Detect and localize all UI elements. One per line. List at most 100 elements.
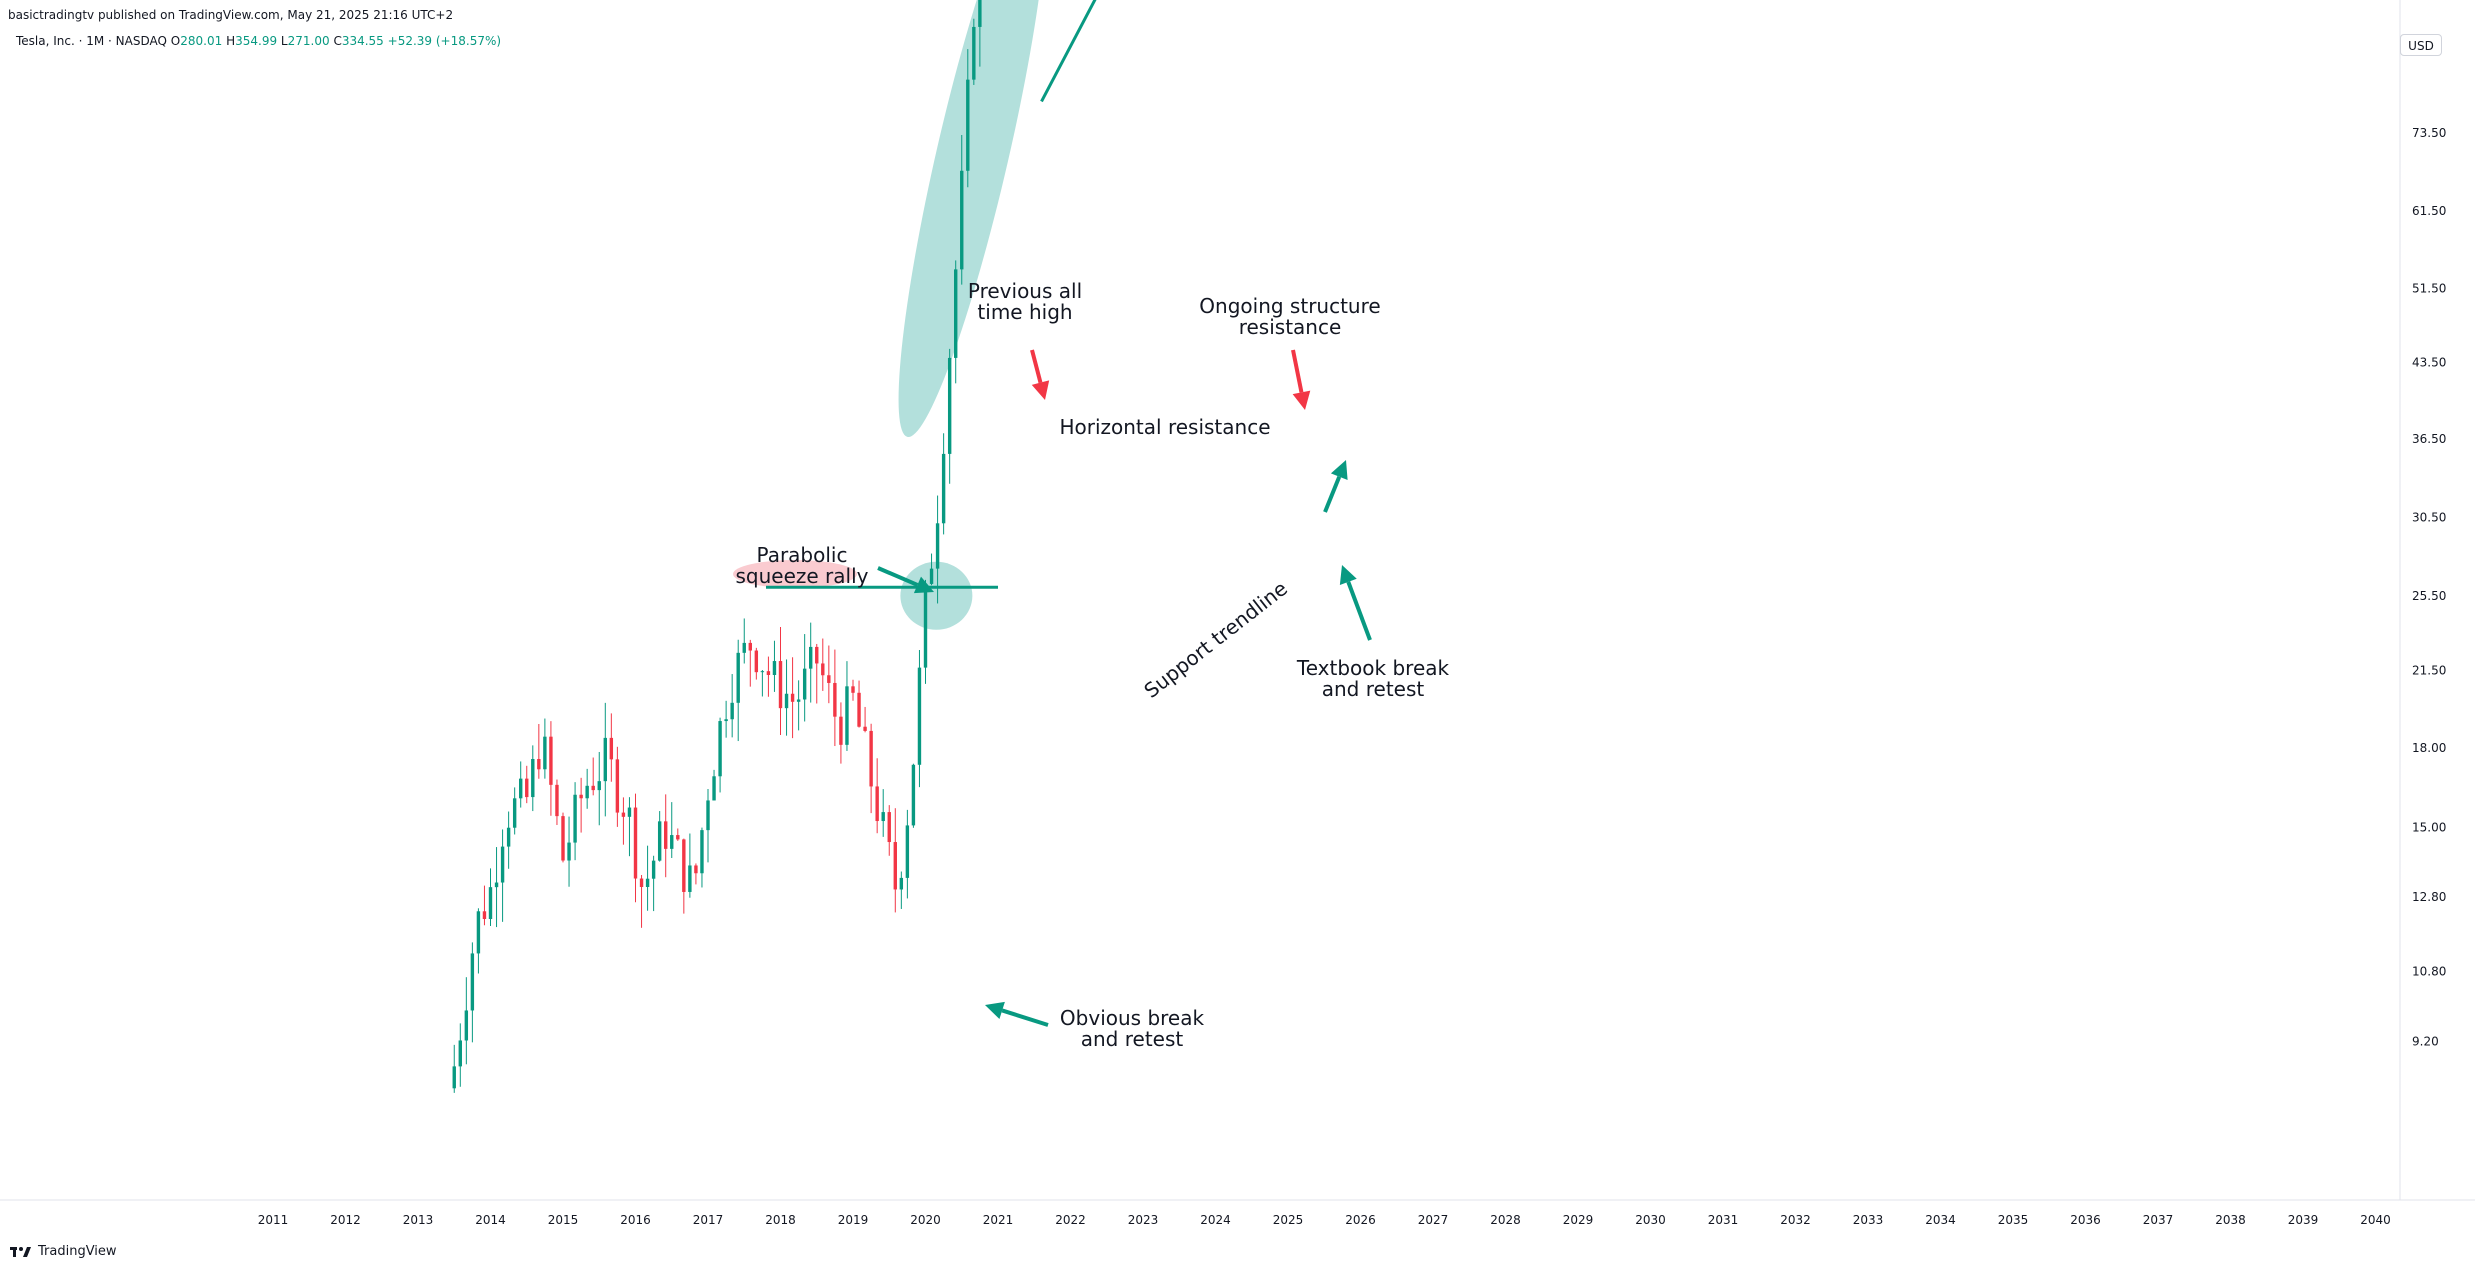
candle-body	[476, 911, 481, 954]
candle-body	[700, 830, 704, 874]
candle-body	[869, 730, 873, 787]
x-tick-label: 2029	[1563, 1213, 1594, 1227]
high-label: H	[226, 34, 236, 48]
candle-body	[597, 781, 601, 791]
low-value: 271.00	[287, 34, 330, 48]
candle	[519, 761, 523, 808]
candle	[464, 977, 469, 1065]
candle	[633, 793, 638, 903]
x-tick-label: 2035	[1998, 1213, 2029, 1227]
candle	[911, 763, 916, 828]
candle-body	[561, 816, 565, 861]
candle-body	[670, 835, 674, 849]
candle	[833, 649, 837, 747]
candle-body	[500, 846, 505, 883]
x-tick-label: 2017	[693, 1213, 724, 1227]
x-tick-label: 2013	[403, 1213, 434, 1227]
candle-body	[966, 79, 970, 171]
candles	[452, 0, 982, 1093]
candle	[760, 670, 765, 697]
y-tick-label: 51.50	[2412, 281, 2446, 295]
candle	[512, 787, 517, 835]
old-resistance-zone	[733, 560, 857, 589]
candle-body	[845, 686, 849, 745]
candle	[869, 723, 873, 814]
x-tick-label: 2011	[258, 1213, 289, 1227]
obvious-retest-zone	[900, 561, 973, 630]
candle-body	[688, 865, 692, 892]
candle	[851, 679, 855, 701]
candle	[609, 713, 614, 782]
x-tick-label: 2036	[2070, 1213, 2101, 1227]
candle	[525, 765, 529, 804]
candle	[941, 433, 946, 535]
candle	[802, 634, 807, 722]
horizontal-resistance-annotation: Horizontal resistance	[1059, 415, 1270, 439]
candle-body	[676, 835, 680, 840]
candle	[790, 657, 795, 739]
candle-body	[609, 737, 614, 760]
symbol-label: Tesla, Inc. · 1M · NASDAQ	[16, 34, 167, 48]
candle	[676, 828, 680, 841]
candle	[742, 618, 746, 664]
annotations: Previous all time high Ongoing structure re…	[736, 279, 1450, 1051]
high-value: 354.99	[235, 34, 278, 48]
candle	[857, 680, 861, 728]
candle	[585, 768, 589, 809]
candle	[724, 700, 728, 738]
x-tick-label: 2040	[2360, 1213, 2391, 1227]
ath-annotation: Previous all time high	[968, 279, 1082, 324]
candle-body	[682, 839, 686, 892]
y-tick-label: 9.20	[2412, 1034, 2439, 1048]
candle-body	[766, 671, 771, 675]
candle-body	[506, 827, 511, 847]
candle-body	[664, 821, 668, 849]
y-tick-label: 18.00	[2412, 741, 2446, 755]
x-tick-label: 2021	[983, 1213, 1014, 1227]
arrow-shaft	[1291, 349, 1304, 393]
x-tick-label: 2031	[1708, 1213, 1739, 1227]
candle	[482, 885, 487, 926]
candle-body	[639, 878, 644, 887]
candle-body	[905, 825, 910, 878]
candle-body	[978, 0, 982, 27]
parabolic-rally-zone	[898, 0, 1047, 438]
footer-brand[interactable]: TradingView	[10, 1244, 117, 1259]
candle	[736, 639, 740, 742]
candle	[591, 757, 595, 796]
low-label: L	[280, 34, 288, 48]
candle	[772, 640, 777, 692]
footer-brand-label: TradingView	[38, 1244, 117, 1259]
x-tick-label: 2020	[910, 1213, 941, 1227]
arrow-shaft	[1001, 1008, 1049, 1027]
structure-annotation: Ongoing structure resistance	[1199, 294, 1380, 339]
candle-body	[827, 675, 831, 683]
candle-body	[512, 798, 517, 828]
candle-body	[585, 785, 589, 799]
bounce-arrow	[1323, 460, 1348, 513]
candle-body	[736, 652, 740, 703]
candle	[657, 811, 662, 862]
candle	[682, 838, 686, 914]
candle-body	[549, 736, 553, 785]
candle	[452, 1044, 456, 1093]
candle	[923, 579, 928, 684]
obvious-annotation: Obvious break and retest	[1060, 1006, 1205, 1051]
candle-body	[960, 170, 964, 270]
candle-body	[579, 794, 583, 799]
x-tick-label: 2027	[1418, 1213, 1449, 1227]
candle-body	[712, 776, 716, 801]
close-value: 334.55	[341, 34, 384, 48]
x-tick-label: 2024	[1200, 1213, 1231, 1227]
x-tick-label: 2033	[1853, 1213, 1884, 1227]
support-trendline	[1040, 0, 1097, 103]
symbol-ohlc-line: Tesla, Inc. · 1M · NASDAQ O280.01 H354.9…	[16, 34, 501, 48]
arrow-head	[913, 576, 934, 594]
candle	[917, 650, 922, 788]
candle	[531, 745, 535, 812]
currency-badge[interactable]: USD	[2400, 34, 2442, 56]
x-tick-label: 2016	[620, 1213, 651, 1227]
arrow-head	[1339, 565, 1357, 586]
x-tick-label: 2022	[1055, 1213, 1086, 1227]
